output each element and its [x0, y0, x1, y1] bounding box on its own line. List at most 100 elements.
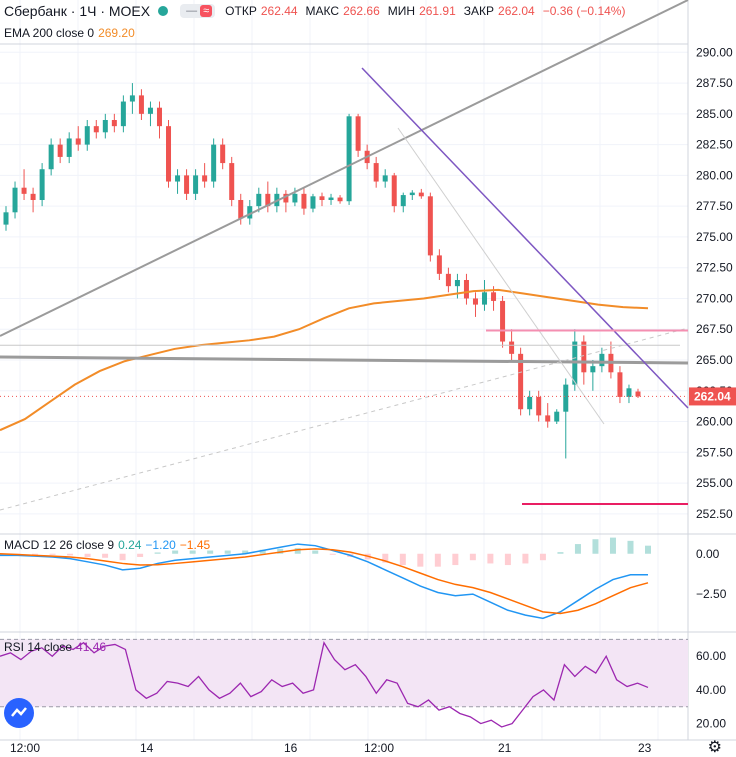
price-axis-tick: 277.50 [696, 199, 733, 213]
candle [138, 89, 144, 120]
candle-body [436, 255, 442, 274]
candle [590, 360, 596, 391]
macd-hist-bar [67, 553, 74, 556]
ohlc-readout: ОТКР 262.44 МАКС 262.66 МИН 261.91 ЗАКР 262.… [225, 4, 629, 18]
macd-hist-bar [417, 553, 424, 567]
candle-body [93, 126, 99, 133]
price-axis-tick: 272.50 [696, 261, 733, 275]
candle-body [102, 120, 108, 133]
candle-body [138, 95, 144, 114]
candle [301, 187, 307, 215]
candle-body [427, 196, 433, 256]
candle-body [635, 391, 641, 397]
macd-hist-bar [277, 548, 284, 554]
candle [319, 192, 325, 207]
macd-axis-tick: 0.00 [696, 547, 720, 561]
candle [256, 187, 262, 213]
macd-hist-bar [329, 553, 336, 555]
candle [120, 95, 126, 133]
candle-body [156, 107, 162, 127]
candle-body [337, 197, 343, 202]
market-status-icon [158, 6, 169, 16]
minus-icon[interactable]: — [186, 5, 198, 17]
ema-line [0, 288, 649, 432]
candle-body [319, 196, 325, 200]
candle [599, 347, 605, 373]
candle [445, 267, 451, 293]
candle-body [39, 169, 45, 200]
macd-line [0, 543, 648, 620]
candle-body [463, 280, 469, 299]
candle [581, 335, 587, 385]
last-price-tag [689, 387, 736, 406]
candle [202, 163, 208, 188]
candle-body [554, 411, 560, 422]
candle [554, 409, 560, 424]
candle-body [184, 175, 190, 194]
candle-body [265, 193, 271, 207]
macd-axis-tick: −2.50 [696, 587, 727, 601]
macd-hist-bar [242, 550, 249, 554]
candle-body [256, 193, 262, 207]
macd-hist-bar [137, 553, 144, 557]
candle-body [373, 163, 379, 182]
candle-body [527, 396, 533, 410]
macd-label: MACD 12 26 close 9 [4, 538, 115, 552]
macd-line-value: −1.20 [145, 538, 176, 552]
candle-body [238, 200, 244, 219]
macd-hist-bar [487, 553, 494, 564]
candle-body [30, 193, 36, 200]
tradingview-logo-icon[interactable] [4, 698, 34, 728]
macd-legend[interactable]: MACD 12 26 close 9 0.24 −1.20 −1.45 [4, 538, 210, 552]
candle-body [310, 196, 316, 209]
candle [472, 292, 478, 317]
candle [265, 181, 271, 213]
candle-body [147, 107, 153, 114]
candle [391, 172, 397, 213]
rsi-legend[interactable]: RSI 14 close 41.46 [4, 640, 106, 654]
candle [93, 120, 99, 139]
candle [373, 156, 379, 188]
rsi-line [0, 641, 649, 728]
macd-hist-bar [259, 549, 266, 554]
rsi-band [0, 639, 688, 707]
candle [166, 120, 172, 188]
candle [337, 195, 343, 204]
candle [409, 190, 415, 200]
candle [39, 163, 45, 207]
candle-body [482, 292, 488, 305]
candle-body [129, 95, 135, 102]
rsi-label: RSI 14 close [4, 640, 73, 654]
chart-header: Сбербанк · 1Ч · MOEX — ≈ ОТКР 262.44 МАКС… [4, 3, 629, 19]
candle-body [472, 298, 478, 305]
price-axis-tick: 287.50 [696, 76, 733, 90]
candle-body [57, 144, 63, 157]
candle [545, 403, 551, 428]
candle-body [509, 341, 515, 354]
candle-body [599, 353, 605, 367]
candle [147, 101, 153, 127]
macd-hist-bar [504, 553, 511, 566]
candle [355, 113, 361, 157]
price-axis-tick: 282.50 [696, 138, 733, 152]
macd-hist-bar [557, 552, 564, 554]
macd-hist-bar [609, 537, 616, 554]
candle [247, 200, 253, 225]
symbol-title[interactable]: Сбербанк · 1Ч · MOEX [4, 3, 151, 19]
candle-body [581, 341, 587, 373]
candle-body [229, 163, 235, 200]
candle [156, 101, 162, 139]
candle [436, 249, 442, 280]
candle [193, 169, 199, 200]
macd-histogram [0, 537, 651, 567]
wave-icon[interactable]: ≈ [200, 5, 213, 17]
gear-icon[interactable]: ⚙ [707, 739, 722, 756]
candle-body [409, 192, 415, 196]
horizontal-level-line [0, 355, 689, 365]
visibility-toggle[interactable]: — ≈ [180, 4, 216, 18]
candle [482, 280, 488, 311]
candle [346, 113, 352, 205]
candle [635, 388, 641, 399]
ema-legend[interactable]: EMA 200 close 0 269.20 [4, 26, 135, 40]
